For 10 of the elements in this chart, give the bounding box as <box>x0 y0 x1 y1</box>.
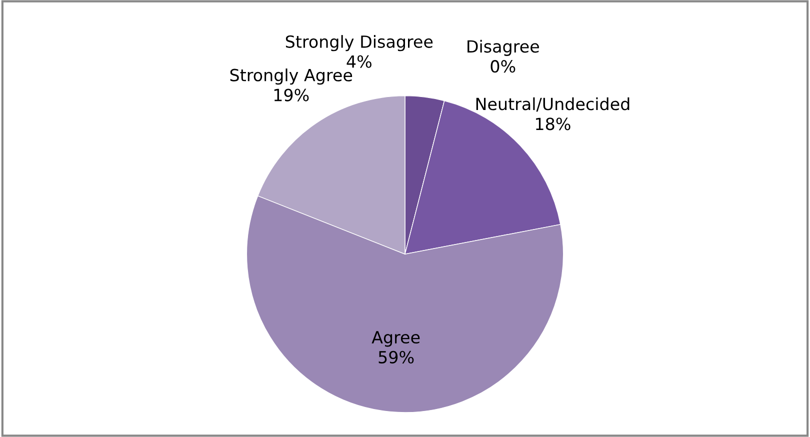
data-label: 4% <box>346 55 372 68</box>
slice-label: Agree <box>372 331 420 347</box>
category-label: Disagree <box>468 40 539 56</box>
data-label: 19% <box>274 88 309 102</box>
text: 0% <box>490 60 516 73</box>
data-label: 59% <box>378 350 414 364</box>
slice-label: Neutral/Undecided <box>476 97 630 112</box>
slice-label: Strongly Agree <box>230 68 352 85</box>
slice-label: Strongly Disagree <box>286 35 433 52</box>
data-label: 18% <box>536 118 570 130</box>
